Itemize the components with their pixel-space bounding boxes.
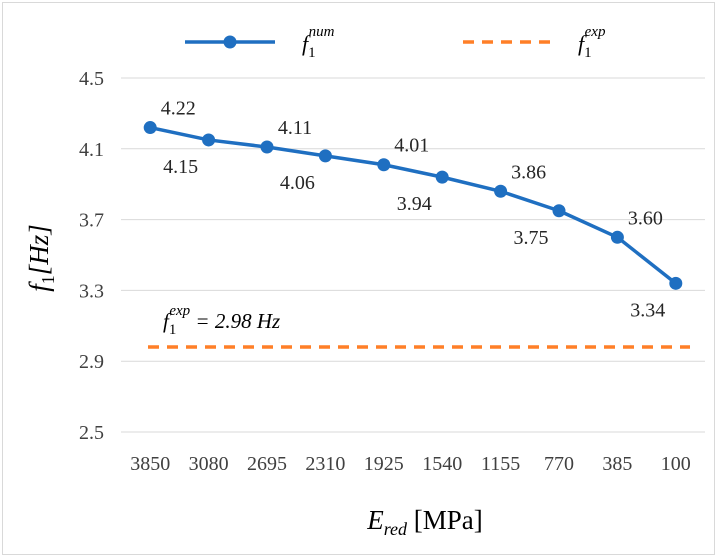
x-tick-label: 3850 <box>130 453 170 475</box>
x-tick-label: 1925 <box>364 453 404 475</box>
x-tick-label: 3080 <box>189 453 229 475</box>
x-tick-label: 385 <box>602 453 632 475</box>
data-label: 4.22 <box>161 98 196 120</box>
data-label: 3.60 <box>628 207 663 229</box>
data-point <box>377 158 391 172</box>
data-label: 4.15 <box>163 156 198 178</box>
data-label: 3.86 <box>511 161 546 183</box>
legend-exp-label: f1exp <box>578 24 606 61</box>
data-labels: 4.22 4.15 4.11 4.06 4.01 3.94 3.86 3.75 3.60 3.34 <box>161 98 666 322</box>
legend-num-label: f1num <box>302 24 335 61</box>
y-tick-label: 4.1 <box>79 139 104 161</box>
num-series-line <box>149 125 677 285</box>
x-tick-label: 1540 <box>422 453 462 475</box>
y-tick-label: 3.7 <box>79 210 104 232</box>
x-tick-label: 2310 <box>305 453 345 475</box>
x-tick-label: 100 <box>661 453 691 475</box>
data-label: 3.34 <box>630 299 665 321</box>
data-label: 3.94 <box>397 193 432 215</box>
y-tick-label: 3.3 <box>79 280 104 302</box>
y-tick-label: 2.9 <box>79 351 104 373</box>
data-point <box>318 149 332 163</box>
data-label: 4.06 <box>280 172 315 194</box>
grid-lines <box>121 77 705 433</box>
x-axis-title: Ered [MPa] <box>366 505 483 539</box>
y-tick-labels: 4.5 4.1 3.7 3.3 2.9 2.5 <box>79 68 104 444</box>
x-tick-labels: 3850 3080 2695 2310 1925 1540 1155 770 385 100 <box>130 453 691 475</box>
data-label: 4.01 <box>394 135 429 157</box>
data-label: 3.75 <box>514 227 549 249</box>
data-point <box>494 184 508 198</box>
data-point <box>202 133 216 147</box>
data-point <box>552 204 566 218</box>
num-series <box>143 121 683 290</box>
x-tick-label: 770 <box>544 453 574 475</box>
x-tick-label: 2695 <box>247 453 287 475</box>
data-point <box>669 276 683 290</box>
x-tick-label: 1155 <box>481 453 520 475</box>
data-point <box>610 230 624 244</box>
data-point <box>435 170 449 184</box>
y-axis-title: f1[Hz] <box>24 224 58 292</box>
y-tick-label: 4.5 <box>79 68 104 90</box>
data-label: 4.11 <box>278 117 312 139</box>
legend-num-marker <box>223 35 237 49</box>
data-point <box>260 140 274 154</box>
legend: f1num f1exp <box>185 24 606 61</box>
y-tick-label: 2.5 <box>79 422 104 444</box>
data-point <box>143 121 157 135</box>
exp-annotation: f1exp = 2.98 Hz <box>163 303 280 338</box>
